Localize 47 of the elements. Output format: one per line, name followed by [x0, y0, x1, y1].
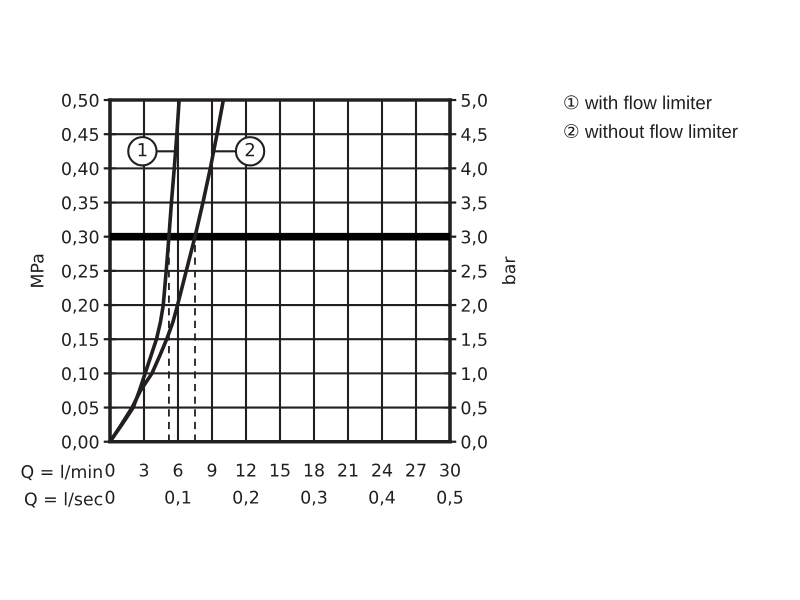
x2-tick-label: 0 [106, 490, 114, 504]
y2-tick-label: 4,5 [461, 128, 487, 143]
y-tick-label: 0,50 [62, 94, 98, 109]
y2-tick-label: 1,0 [462, 367, 487, 382]
x-tick-label: 15 [270, 464, 290, 477]
x2-tick-label: 0,4 [369, 490, 395, 506]
text: ① with flow limiter [564, 95, 712, 110]
y2-tick-label: 3,0 [462, 230, 487, 246]
x-tick-label: 12 [236, 464, 256, 476]
x-tick-label: 18 [304, 464, 324, 477]
x-tick-label: 30 [440, 464, 460, 477]
y2-tick-label: 4,0 [461, 162, 487, 177]
y2-tick-label: 1,5 [462, 333, 487, 348]
y2-tick-label: 2,5 [462, 264, 487, 280]
x-tick-label: 27 [406, 464, 426, 476]
x-tick-label: 3 [140, 464, 148, 477]
x-tick-label: 9 [208, 464, 216, 477]
x2-tick-label: 0,1 [165, 490, 190, 506]
x2-tick-label: 0,3 [301, 490, 326, 506]
y2-tick-label: 0,5 [462, 401, 487, 416]
y-tick-label: 0,10 [62, 367, 98, 382]
y-axis-title: MPa [30, 254, 44, 287]
y2-tick-label: 2,0 [462, 298, 487, 314]
x2-axis-title: Q = l/sec [24, 492, 102, 508]
y-tick-label: 0,40 [62, 162, 98, 177]
y2-tick-label: 3,5 [462, 196, 487, 212]
y2-tick-label: 0,0 [462, 435, 487, 450]
y-tick-label: 0,00 [62, 435, 98, 450]
y-tick-label: 0,45 [62, 128, 98, 143]
x-axis-title: Q = l/min [22, 464, 102, 480]
x-tick-label: 0 [106, 464, 114, 477]
x2-tick-label: 0,2 [233, 490, 258, 506]
x-tick-label: 24 [372, 464, 392, 476]
annotation: 1 [138, 143, 146, 156]
y-tick-label: 0,30 [62, 230, 98, 246]
x-tick-label: 21 [338, 464, 358, 476]
x-tick-label: 6 [174, 464, 182, 477]
y-tick-label: 0,25 [62, 264, 98, 280]
text: ② without flow limiter [564, 124, 738, 138]
annotation: 2 [246, 142, 254, 156]
y2-axis-title: bar [502, 256, 516, 284]
y-tick-label: 0,20 [62, 298, 98, 314]
x2-tick-label: 0,5 [437, 490, 462, 506]
y-tick-label: 0,15 [62, 332, 98, 348]
y-tick-label: 0,05 [62, 401, 98, 416]
y2-tick-label: 5,0 [462, 94, 487, 109]
y-tick-label: 0,35 [62, 196, 98, 212]
